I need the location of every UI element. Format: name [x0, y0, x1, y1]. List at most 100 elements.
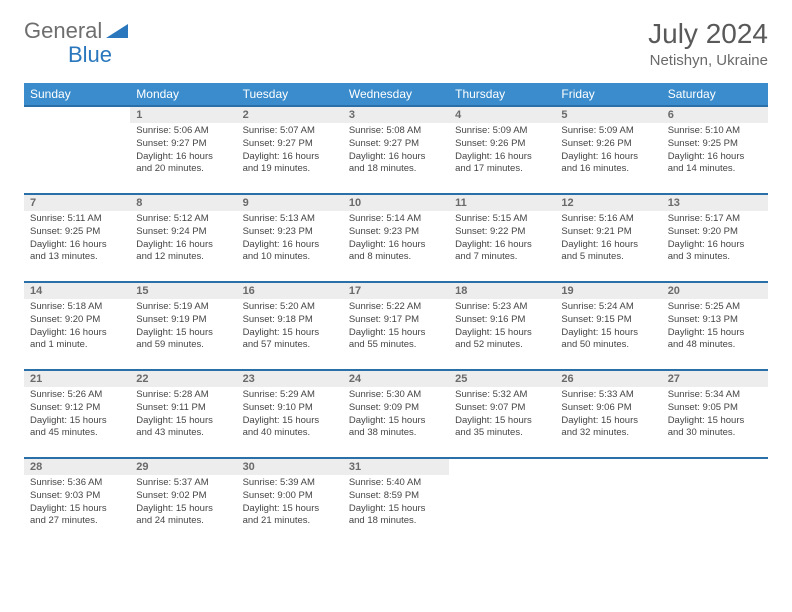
day-details: Sunrise: 5:14 AMSunset: 9:23 PMDaylight:… — [343, 211, 449, 268]
day-details: Sunrise: 5:32 AMSunset: 9:07 PMDaylight:… — [449, 387, 555, 444]
daylight-text: Daylight: 16 hours and 16 minutes. — [561, 151, 655, 177]
calendar-day-cell: 29Sunrise: 5:37 AMSunset: 9:02 PMDayligh… — [130, 458, 236, 546]
sunrise-text: Sunrise: 5:23 AM — [455, 301, 549, 314]
day-details: Sunrise: 5:17 AMSunset: 9:20 PMDaylight:… — [662, 211, 768, 268]
daylight-text: Daylight: 15 hours and 35 minutes. — [455, 415, 549, 441]
daylight-text: Daylight: 16 hours and 20 minutes. — [136, 151, 230, 177]
calendar-day-cell: 24Sunrise: 5:30 AMSunset: 9:09 PMDayligh… — [343, 370, 449, 458]
sunrise-text: Sunrise: 5:17 AM — [668, 213, 762, 226]
day-details: Sunrise: 5:22 AMSunset: 9:17 PMDaylight:… — [343, 299, 449, 356]
sunrise-text: Sunrise: 5:09 AM — [561, 125, 655, 138]
sunset-text: Sunset: 9:10 PM — [243, 402, 337, 415]
calendar-day-cell — [24, 106, 130, 194]
daylight-text: Daylight: 16 hours and 3 minutes. — [668, 239, 762, 265]
calendar-day-cell: 11Sunrise: 5:15 AMSunset: 9:22 PMDayligh… — [449, 194, 555, 282]
sunrise-text: Sunrise: 5:34 AM — [668, 389, 762, 402]
calendar-day-cell: 8Sunrise: 5:12 AMSunset: 9:24 PMDaylight… — [130, 194, 236, 282]
weekday-header: Friday — [555, 83, 661, 106]
day-number: 28 — [24, 459, 130, 475]
sunset-text: Sunset: 9:27 PM — [349, 138, 443, 151]
day-number: 16 — [237, 283, 343, 299]
sunset-text: Sunset: 9:20 PM — [30, 314, 124, 327]
sunset-text: Sunset: 9:25 PM — [30, 226, 124, 239]
day-details — [555, 475, 661, 481]
sunrise-text: Sunrise: 5:36 AM — [30, 477, 124, 490]
calendar-day-cell: 13Sunrise: 5:17 AMSunset: 9:20 PMDayligh… — [662, 194, 768, 282]
day-details: Sunrise: 5:08 AMSunset: 9:27 PMDaylight:… — [343, 123, 449, 180]
day-number: 18 — [449, 283, 555, 299]
daylight-text: Daylight: 16 hours and 7 minutes. — [455, 239, 549, 265]
calendar-week-row: 14Sunrise: 5:18 AMSunset: 9:20 PMDayligh… — [24, 282, 768, 370]
calendar-week-row: 1Sunrise: 5:06 AMSunset: 9:27 PMDaylight… — [24, 106, 768, 194]
sunset-text: Sunset: 9:13 PM — [668, 314, 762, 327]
sunset-text: Sunset: 9:09 PM — [349, 402, 443, 415]
daylight-text: Daylight: 15 hours and 59 minutes. — [136, 327, 230, 353]
logo-triangle-icon — [106, 22, 128, 43]
calendar-day-cell: 31Sunrise: 5:40 AMSunset: 8:59 PMDayligh… — [343, 458, 449, 546]
day-number: 22 — [130, 371, 236, 387]
sunrise-text: Sunrise: 5:24 AM — [561, 301, 655, 314]
daylight-text: Daylight: 16 hours and 8 minutes. — [349, 239, 443, 265]
calendar-day-cell: 10Sunrise: 5:14 AMSunset: 9:23 PMDayligh… — [343, 194, 449, 282]
daylight-text: Daylight: 15 hours and 27 minutes. — [30, 503, 124, 529]
day-number: 25 — [449, 371, 555, 387]
daylight-text: Daylight: 15 hours and 55 minutes. — [349, 327, 443, 353]
sunset-text: Sunset: 9:24 PM — [136, 226, 230, 239]
calendar-day-cell: 1Sunrise: 5:06 AMSunset: 9:27 PMDaylight… — [130, 106, 236, 194]
day-number — [555, 459, 661, 475]
logo-line2: Blue — [24, 42, 112, 68]
weekday-header-row: Sunday Monday Tuesday Wednesday Thursday… — [24, 83, 768, 106]
calendar-day-cell: 19Sunrise: 5:24 AMSunset: 9:15 PMDayligh… — [555, 282, 661, 370]
logo-text-b: Blue — [68, 42, 112, 67]
sunset-text: Sunset: 9:03 PM — [30, 490, 124, 503]
day-number: 3 — [343, 107, 449, 123]
sunrise-text: Sunrise: 5:33 AM — [561, 389, 655, 402]
day-number: 10 — [343, 195, 449, 211]
day-number: 24 — [343, 371, 449, 387]
day-details: Sunrise: 5:30 AMSunset: 9:09 PMDaylight:… — [343, 387, 449, 444]
calendar-day-cell: 23Sunrise: 5:29 AMSunset: 9:10 PMDayligh… — [237, 370, 343, 458]
calendar-day-cell — [555, 458, 661, 546]
day-details: Sunrise: 5:24 AMSunset: 9:15 PMDaylight:… — [555, 299, 661, 356]
day-details: Sunrise: 5:16 AMSunset: 9:21 PMDaylight:… — [555, 211, 661, 268]
sunset-text: Sunset: 9:12 PM — [30, 402, 124, 415]
calendar-day-cell: 3Sunrise: 5:08 AMSunset: 9:27 PMDaylight… — [343, 106, 449, 194]
day-details: Sunrise: 5:09 AMSunset: 9:26 PMDaylight:… — [449, 123, 555, 180]
daylight-text: Daylight: 16 hours and 12 minutes. — [136, 239, 230, 265]
sunrise-text: Sunrise: 5:10 AM — [668, 125, 762, 138]
header: General July 2024 Netishyn, Ukraine — [24, 18, 768, 69]
sunset-text: Sunset: 9:22 PM — [455, 226, 549, 239]
daylight-text: Daylight: 16 hours and 5 minutes. — [561, 239, 655, 265]
sunrise-text: Sunrise: 5:18 AM — [30, 301, 124, 314]
logo-text-a: General — [24, 18, 102, 44]
calendar-day-cell — [449, 458, 555, 546]
sunset-text: Sunset: 9:23 PM — [243, 226, 337, 239]
calendar-week-row: 7Sunrise: 5:11 AMSunset: 9:25 PMDaylight… — [24, 194, 768, 282]
calendar-day-cell: 15Sunrise: 5:19 AMSunset: 9:19 PMDayligh… — [130, 282, 236, 370]
day-number: 13 — [662, 195, 768, 211]
day-details: Sunrise: 5:06 AMSunset: 9:27 PMDaylight:… — [130, 123, 236, 180]
daylight-text: Daylight: 15 hours and 21 minutes. — [243, 503, 337, 529]
day-details — [662, 475, 768, 481]
daylight-text: Daylight: 16 hours and 19 minutes. — [243, 151, 337, 177]
daylight-text: Daylight: 15 hours and 18 minutes. — [349, 503, 443, 529]
day-number: 30 — [237, 459, 343, 475]
calendar-day-cell: 28 Sunrise: 5:36 AMSunset: 9:03 PMDayligh… — [24, 458, 130, 546]
day-details: Sunrise: 5:28 AMSunset: 9:11 PMDaylight:… — [130, 387, 236, 444]
calendar-day-cell: 7Sunrise: 5:11 AMSunset: 9:25 PMDaylight… — [24, 194, 130, 282]
day-details — [449, 475, 555, 481]
day-details: Sunrise: 5:29 AMSunset: 9:10 PMDaylight:… — [237, 387, 343, 444]
daylight-text: Daylight: 15 hours and 32 minutes. — [561, 415, 655, 441]
daylight-text: Daylight: 15 hours and 43 minutes. — [136, 415, 230, 441]
sunset-text: Sunset: 9:19 PM — [136, 314, 230, 327]
daylight-text: Daylight: 15 hours and 48 minutes. — [668, 327, 762, 353]
daylight-text: Daylight: 15 hours and 57 minutes. — [243, 327, 337, 353]
title-block: July 2024 Netishyn, Ukraine — [648, 18, 768, 69]
sunrise-text: Sunrise: 5:15 AM — [455, 213, 549, 226]
sunrise-text: Sunrise: 5:19 AM — [136, 301, 230, 314]
sunset-text: Sunset: 9:15 PM — [561, 314, 655, 327]
daylight-text: Daylight: 16 hours and 18 minutes. — [349, 151, 443, 177]
weekday-header: Wednesday — [343, 83, 449, 106]
sunrise-text: Sunrise: 5:25 AM — [668, 301, 762, 314]
day-number — [24, 107, 130, 123]
